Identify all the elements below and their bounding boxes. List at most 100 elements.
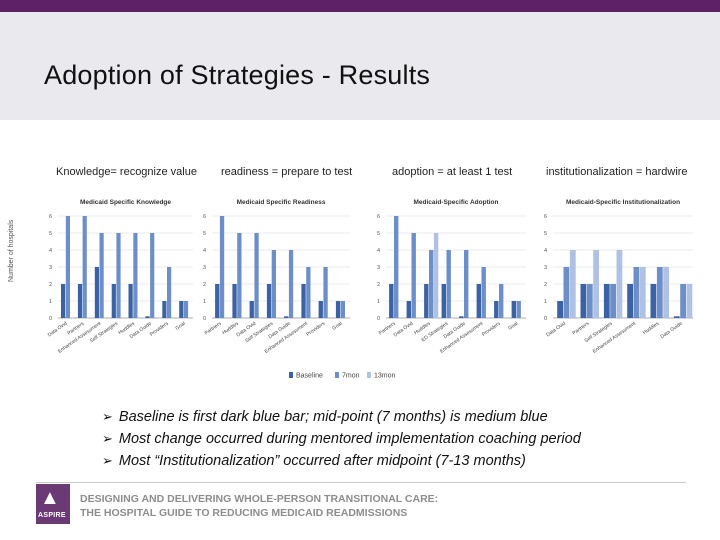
bar-baseline <box>284 316 289 318</box>
y-tick-label: 0 <box>49 316 52 322</box>
bar-7mon <box>340 301 345 318</box>
x-tick-label: Data Guide <box>659 321 683 341</box>
bar-7mon <box>237 233 242 318</box>
bar-baseline <box>476 284 481 318</box>
bar-7mon <box>633 267 640 318</box>
bar-7mon <box>411 233 416 318</box>
y-tick-label: 2 <box>49 282 52 288</box>
bar-baseline <box>179 301 184 318</box>
bar-baseline <box>111 284 116 318</box>
bar-7mon <box>680 284 686 318</box>
chart-legend: Baseline 7mon 13mon <box>289 372 396 380</box>
bar-baseline <box>215 284 220 318</box>
bar-7mon <box>563 267 570 318</box>
y-tick-label: 3 <box>49 265 52 271</box>
legend-swatch <box>335 372 339 378</box>
bar-13mon <box>663 267 669 318</box>
y-tick-label: 3 <box>203 265 206 271</box>
x-tick-label: Goal <box>331 321 343 332</box>
bullet-text: Most “Institutionalization” occurred aft… <box>118 453 526 469</box>
adoption-chart-label: adoption = at least 1 test <box>392 166 513 178</box>
y-tick-label: 5 <box>203 231 206 237</box>
y-tick-label: 2 <box>377 282 380 288</box>
bullet-text: Most change occurred during mentored imp… <box>118 431 581 447</box>
bar-baseline <box>406 301 411 318</box>
arrow-bullet-icon: ➢ <box>102 409 113 424</box>
bar-7mon <box>116 233 121 318</box>
bar-13mon <box>686 284 693 318</box>
x-tick-label: Enhanced Assessment <box>592 320 638 354</box>
slide-title: Adoption of Strategies - Results <box>44 60 431 90</box>
x-tick-label: Providers <box>305 320 326 337</box>
bar-7mon <box>394 216 399 318</box>
bullet-item: ➢ Baseline is first dark blue bar; mid-po… <box>102 406 581 428</box>
bar-7mon <box>183 301 189 318</box>
bar-13mon <box>616 250 623 318</box>
y-tick-label: 3 <box>377 265 380 271</box>
bar-baseline <box>441 284 446 318</box>
bar-baseline <box>266 284 272 318</box>
readiness-chart-label: readiness = prepare to test <box>221 166 353 178</box>
knowledge-chart-label: Knowledge= recognize value <box>56 166 197 178</box>
bullet-item: ➢ Most “Institutionalization” occurred af… <box>102 450 581 472</box>
charts-canvas: Medicaid Specific Knowledge 0 1 2 3 4 5 6 Data O… <box>47 199 693 380</box>
bar-7mon <box>254 233 259 318</box>
bar-7mon <box>481 267 486 318</box>
y-tick-label: 2 <box>544 282 547 288</box>
bar-baseline <box>145 316 150 318</box>
bar-7mon <box>82 216 87 318</box>
footer-text: DESIGNING AND DELIVERING WHOLE-PERSON TR… <box>80 492 438 520</box>
bar-baseline <box>301 284 306 318</box>
bar-7mon <box>464 250 469 318</box>
bar-baseline <box>459 316 464 318</box>
x-tick-label: Partners <box>204 320 223 336</box>
y-tick-label: 6 <box>203 214 206 220</box>
bar-7mon <box>167 267 172 318</box>
bullet-list: ➢ Baseline is first dark blue bar; mid-po… <box>102 406 581 472</box>
chart-title: Medicaid Specific Knowledge <box>80 199 171 206</box>
bar-7mon <box>656 267 663 318</box>
legend-swatch <box>367 372 371 378</box>
chart-title: Medicaid Specific Readiness <box>237 199 326 206</box>
y-tick-label: 6 <box>377 214 380 220</box>
bar-7mon <box>306 267 311 318</box>
bar-baseline <box>389 284 394 318</box>
y-tick-label: 5 <box>49 231 52 237</box>
bar-baseline <box>335 301 341 318</box>
bar-baseline <box>494 301 499 318</box>
bar-baseline <box>249 301 254 318</box>
top-accent-bar <box>0 0 720 12</box>
chart-title: Medicaid-Specific Institutionalization <box>566 199 680 206</box>
bar-baseline <box>318 301 323 318</box>
bar-13mon <box>433 233 439 318</box>
y-tick-label: 4 <box>203 248 206 254</box>
bar-baseline <box>580 284 587 318</box>
y-tick-label: 6 <box>544 214 547 220</box>
triangle-logo-icon: ▲ <box>40 487 60 509</box>
x-tick-label: Data Ovid <box>47 321 69 339</box>
bar-13mon <box>639 267 646 318</box>
y-tick-label: 5 <box>377 231 380 237</box>
y-tick-label: 0 <box>203 316 206 322</box>
bar-7mon <box>499 284 504 318</box>
bar-baseline <box>650 284 657 318</box>
bar-baseline <box>77 284 83 318</box>
bar-baseline <box>94 267 99 318</box>
bar-7mon <box>271 250 276 318</box>
bar-7mon <box>150 233 155 318</box>
x-tick-label: Huddles <box>642 320 661 336</box>
bar-baseline <box>424 284 429 318</box>
institutionalization-chart-label: institutionalization = hardwire <box>546 166 688 178</box>
bar-baseline <box>232 284 237 318</box>
bar-7mon <box>516 301 521 318</box>
bar-7mon <box>99 233 104 318</box>
bar-baseline <box>603 284 610 318</box>
legend-label: 13mon <box>374 373 396 380</box>
x-tick-label: Providers <box>149 320 170 337</box>
bar-baseline <box>61 284 66 318</box>
chart-1: Medicaid Specific Readiness 0 1 2 3 4 5 6 Partne… <box>203 199 350 355</box>
bar-7mon <box>429 250 434 318</box>
bar-13mon <box>593 250 599 318</box>
footer-line-2: THE HOSPITAL GUIDE TO REDUCING MEDICAID … <box>80 507 408 519</box>
y-tick-label: 0 <box>377 316 380 322</box>
